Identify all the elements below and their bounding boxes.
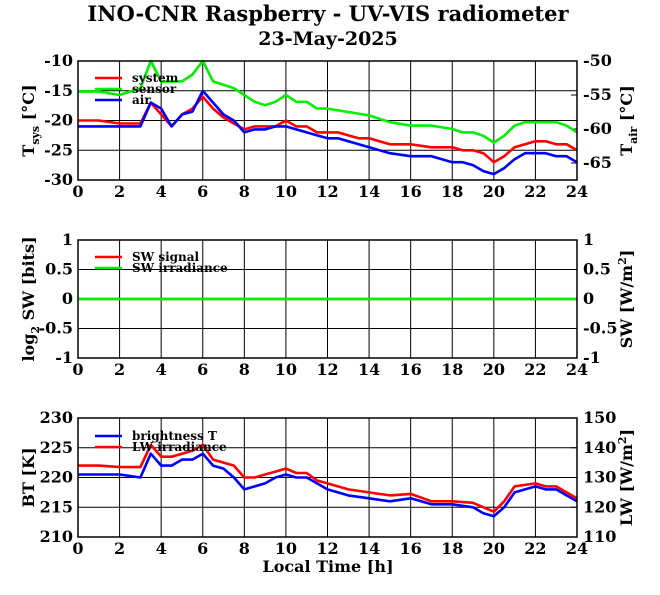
x-tick-label: 4 — [156, 539, 167, 558]
x-tick-label: 0 — [72, 360, 83, 379]
y-tick-label-right: 0 — [583, 289, 594, 308]
series-line-brightness-t — [78, 452, 578, 518]
x-tick-label: 10 — [275, 539, 297, 558]
x-tick-label: 6 — [197, 539, 208, 558]
x-tick-label: 2 — [114, 182, 125, 201]
x-tick-label: 22 — [524, 360, 546, 379]
x-tick-label: 16 — [400, 360, 422, 379]
series-line-sensor — [78, 59, 578, 144]
y-tick-label-left: 225 — [40, 438, 73, 457]
y-tick-label-right: 120 — [583, 497, 616, 516]
legend-label: SW signal — [132, 250, 200, 264]
y-tick-label-right: -0.5 — [583, 319, 617, 338]
y-tick-label-left: 0 — [62, 289, 73, 308]
longwave-panel: 0 2 4 6 8 10 12 14 16 18 20 22 242302252202152101501… — [19, 408, 636, 558]
x-tick-label: 20 — [483, 539, 505, 558]
legend-label: SW irradiance — [132, 261, 228, 275]
y-tick-label-left: 0.5 — [45, 260, 73, 279]
x-tick-label: 12 — [316, 539, 338, 558]
y-tick-label-right: -60 — [583, 119, 612, 138]
y-tick-label-right: 0.5 — [583, 260, 611, 279]
x-tick-label: 14 — [358, 539, 380, 558]
y-tick-label-right: -65 — [583, 153, 612, 172]
y-tick-label-left: -20 — [44, 111, 73, 130]
shortwave-panel: 0 2 4 6 8 10 12 14 16 18 20 22 2410.50-0.5-110.50-0.… — [19, 230, 636, 379]
x-tick-label: 12 — [316, 182, 338, 201]
x-tick-label: 6 — [197, 360, 208, 379]
y-tick-label-left: 215 — [40, 497, 73, 516]
y-tick-label-right: 1 — [583, 230, 594, 249]
y-axis-label-right: LW [W/m2] — [616, 429, 636, 526]
y-axis-label-left: BT [K] — [19, 447, 38, 507]
x-axis-title: Local Time [h] — [262, 557, 393, 576]
legend-label: air — [132, 93, 151, 107]
plot-frame — [77, 417, 578, 538]
x-tick-label: 4 — [156, 360, 167, 379]
x-tick-label: 10 — [275, 360, 297, 379]
x-tick-label: 10 — [275, 182, 297, 201]
y-tick-label-right: 150 — [583, 408, 616, 427]
plot-frame — [77, 239, 578, 359]
y-tick-label-left: 230 — [40, 408, 73, 427]
legend-label: LW irradiance — [132, 440, 227, 454]
y-axis-label-right: Tair [°C] — [617, 85, 640, 155]
x-tick-label: 22 — [524, 539, 546, 558]
x-tick-label: 8 — [239, 360, 250, 379]
x-tick-label: 4 — [156, 182, 167, 201]
y-tick-label-left: 220 — [40, 468, 73, 487]
y-tick-label-right: -50 — [583, 51, 612, 70]
legend-label: system — [132, 71, 179, 85]
x-tick-label: 16 — [400, 182, 422, 201]
y-axis-label-right: SW [W/m2] — [616, 250, 636, 349]
x-tick-label: 24 — [566, 182, 588, 201]
y-tick-label-left: -10 — [44, 51, 73, 70]
x-tick-label: 20 — [483, 360, 505, 379]
y-tick-label-right: 130 — [583, 468, 616, 487]
series-line-lw-irradiance — [78, 443, 578, 514]
y-tick-label-right: 140 — [583, 438, 616, 457]
x-tick-label: 8 — [239, 182, 250, 201]
x-tick-label: 12 — [316, 360, 338, 379]
x-tick-label: 2 — [114, 360, 125, 379]
y-axis-label-left: Tsys [°C] — [19, 84, 42, 156]
x-tick-label: 18 — [441, 360, 463, 379]
y-tick-label-left: -25 — [44, 140, 73, 159]
x-tick-label: 24 — [566, 360, 588, 379]
x-tick-label: 14 — [358, 360, 380, 379]
legend-label: sensor — [132, 82, 177, 96]
plot-frame — [77, 60, 578, 181]
x-tick-label: 22 — [524, 182, 546, 201]
x-tick-label: 20 — [483, 182, 505, 201]
legend-label: brightness T — [132, 429, 217, 443]
x-tick-label: 0 — [72, 539, 83, 558]
y-tick-label-left: -15 — [44, 81, 73, 100]
x-tick-label: 18 — [441, 182, 463, 201]
y-tick-label-left: -30 — [44, 170, 73, 189]
y-tick-label-right: 110 — [583, 527, 616, 546]
x-tick-label: 14 — [358, 182, 380, 201]
y-tick-label-left: 210 — [40, 527, 73, 546]
x-tick-label: 0 — [72, 182, 83, 201]
x-tick-label: 8 — [239, 539, 250, 558]
x-tick-label: 6 — [197, 182, 208, 201]
x-tick-label: 2 — [114, 539, 125, 558]
x-tick-label: 16 — [400, 539, 422, 558]
figure-date: 23-May-2025 — [258, 28, 397, 50]
y-tick-label-right: -55 — [583, 85, 612, 104]
temperature-panel: 0 2 4 6 8 10 12 14 16 18 20 22 24-10-15-20-25-30-50-… — [19, 51, 640, 201]
x-tick-label: 18 — [441, 539, 463, 558]
y-tick-label-right: -1 — [583, 348, 601, 367]
y-tick-label-left: -0.5 — [39, 319, 73, 338]
figure-title: INO-CNR Raspberry - UV-VIS radiometer — [87, 1, 569, 26]
y-axis-label-left: log2 SW [bits] — [19, 236, 42, 361]
y-tick-label-left: 1 — [62, 230, 73, 249]
y-tick-label-left: -1 — [55, 348, 73, 367]
x-tick-label: 24 — [566, 539, 588, 558]
series-line-air — [78, 89, 578, 176]
